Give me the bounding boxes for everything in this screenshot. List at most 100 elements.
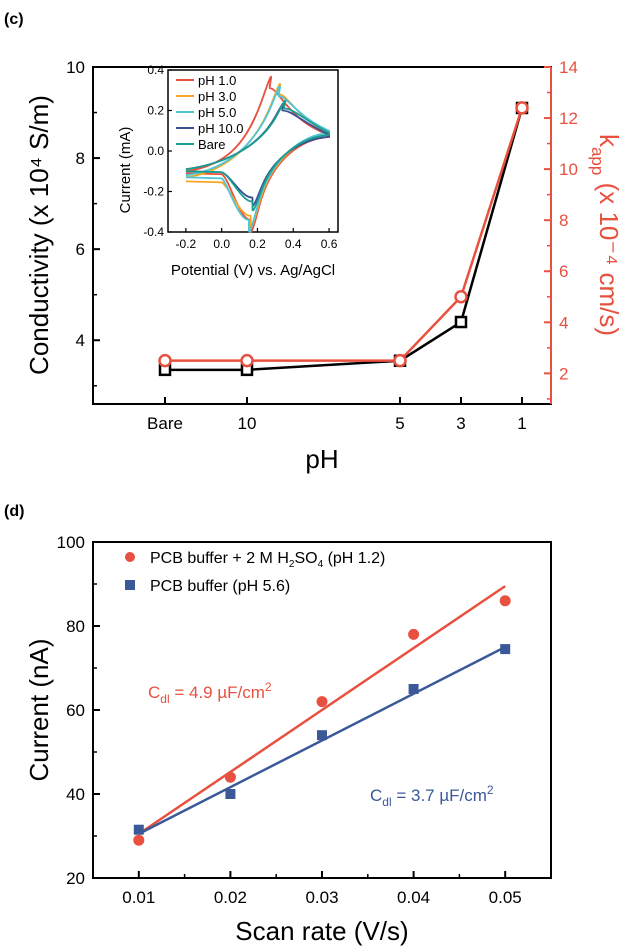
inset-y-tick-label: -0.2: [143, 185, 164, 199]
data-point-circle: [316, 696, 328, 708]
panel-d-y-ticks: 20 40 60 80 100: [57, 533, 100, 888]
fit-line: [138, 645, 506, 836]
right-tick-label: 12: [559, 109, 578, 128]
x-tick-label: 0.03: [305, 888, 338, 907]
inset-cv-plot: -0.2 0.0 0.2 0.4 0.6 -0.4 -0.2 0.0 0.2 0.4 pH 1.0…: [117, 63, 339, 279]
panel-d-plot: 20 40 60 80 100 0.01 0.02 0.03 0.04 0.05 PCB buf…: [24, 533, 552, 946]
y-tick-label: 20: [66, 869, 85, 888]
inset-x-tick-label: -0.2: [176, 237, 197, 251]
inset-y-tick-label: -0.4: [143, 225, 164, 239]
x-tick-label: 0.05: [489, 888, 522, 907]
y-tick-label: 60: [66, 701, 85, 720]
right-tick-label: 14: [559, 58, 578, 77]
y-tick-label: 80: [66, 617, 85, 636]
right-tick-label: 2: [559, 364, 568, 383]
annot-acid-sup: 2: [265, 680, 272, 694]
data-point-square: [225, 789, 236, 799]
inset-curves: [185, 76, 330, 233]
x-tick-label: 5: [395, 414, 404, 433]
x-tick-label: 10: [238, 414, 257, 433]
legend-acid-mid: SO: [294, 550, 317, 567]
data-point-square: [133, 824, 144, 835]
panel-d-y-axis-title: Current (nA): [24, 638, 54, 781]
right-tick-label: 8: [559, 211, 568, 230]
panel-c-x-axis-title: pH: [305, 444, 338, 474]
data-point-square: [408, 684, 419, 694]
panel-c-right-axis-rest: (x 10⁻⁴ cm/s): [594, 175, 624, 336]
kapp-point: [393, 353, 407, 368]
right-tick-label: 6: [559, 262, 568, 281]
annot-pcb-mid: = 3.7 µF/cm: [392, 786, 487, 805]
legend-label-pcb: PCB buffer (pH 5.6): [150, 578, 290, 595]
inset-y-tick-label: 0.4: [147, 63, 164, 77]
panel-d-x-axis-title: Scan rate (V/s): [235, 916, 408, 946]
inset-axes: -0.2 0.0 0.2 0.4 0.6 -0.4 -0.2 0.0 0.2 0.4: [143, 63, 339, 251]
cv-curve: [185, 99, 330, 212]
panel-d-label: (d): [4, 503, 24, 520]
panel-d-legend: PCB buffer + 2 M H2SO4 (pH 1.2) PCB buff…: [125, 550, 385, 595]
inset-y-tick-label: 0.2: [147, 104, 164, 118]
x-tick-label: 1: [517, 414, 526, 433]
annot-pcb-c: C: [370, 786, 382, 805]
inset-x-tick-label: 0.4: [285, 237, 302, 251]
panel-c-right-axis-sub: app: [588, 147, 607, 175]
inset-x-tick-label: 0.0: [213, 237, 230, 251]
panel-d-fit-lines: [138, 585, 506, 836]
inset-legend-label: pH 10.0: [198, 121, 244, 136]
panel-c-right-ticks: 2 4 6 8 10 12 14: [544, 58, 578, 400]
inset-x-tick-label: 0.2: [249, 237, 266, 251]
panel-c-left-axis-title: Conductivity (x 10⁴ S/m): [24, 95, 54, 375]
panel-c-series: [158, 101, 529, 377]
panel-c-plot: 4 6 8 10 2 4 6 8 10 12 14 Bare 10 5 3 1 Conductivity …: [24, 58, 624, 474]
kapp-point: [454, 290, 468, 304]
data-point-circle: [133, 834, 145, 846]
panel-d-points: [133, 595, 511, 846]
annotation-cdl-acid: Cdl = 4.9 µF/cm2: [148, 680, 272, 706]
panel-d-x-ticks: 0.01 0.02 0.03 0.04 0.05: [122, 871, 522, 907]
annotation-cdl-pcb: Cdl = 3.7 µF/cm2: [370, 783, 494, 809]
annot-acid-c: C: [148, 683, 160, 702]
kapp-point: [240, 353, 254, 368]
annot-acid-sub: dl: [160, 692, 169, 706]
inset-y-tick-label: 0.0: [147, 144, 164, 158]
legend-acid-sub2: 4: [318, 559, 324, 570]
inset-y-axis-title: Current (mA): [117, 127, 134, 214]
legend-label-acid: PCB buffer + 2 M H2SO4 (pH 1.2): [150, 550, 385, 570]
fit-line: [138, 585, 506, 835]
legend-marker-acid: [125, 552, 135, 562]
legend-acid-sub1: 2: [289, 559, 295, 570]
panel-c-right-axis-k: k: [594, 134, 624, 148]
legend-marker-pcb: [125, 580, 135, 590]
inset-legend-label: Bare: [198, 137, 225, 152]
x-tick-label: 0.04: [397, 888, 430, 907]
inset-x-tick-label: 0.6: [321, 237, 338, 251]
panel-c-right-axis-title: kapp (x 10⁻⁴ cm/s): [588, 134, 624, 336]
right-tick-label: 4: [559, 313, 568, 332]
left-tick-label: 8: [76, 149, 85, 168]
kapp-point: [515, 101, 529, 115]
left-tick-label: 4: [76, 331, 85, 350]
x-tick-label: 0.02: [214, 888, 247, 907]
left-tick-label: 6: [76, 240, 85, 259]
inset-legend-label: pH 5.0: [198, 105, 236, 120]
left-tick-label: 10: [66, 58, 85, 77]
data-point-circle: [224, 771, 236, 783]
right-tick-label: 10: [559, 160, 578, 179]
legend-acid-post: (pH 1.2): [323, 550, 385, 567]
data-point-square: [500, 644, 511, 655]
panel-c-label: (c): [4, 11, 24, 28]
inset-x-axis-title: Potential (V) vs. Ag/AgCl: [171, 262, 335, 279]
inset-legend-label: pH 1.0: [198, 73, 236, 88]
data-point-circle: [499, 595, 511, 607]
x-tick-label: 0.01: [122, 888, 155, 907]
y-tick-label: 40: [66, 785, 85, 804]
annot-pcb-sup: 2: [487, 783, 494, 797]
panel-c-left-ticks: 4 6 8 10: [66, 58, 100, 387]
data-point-square: [317, 730, 327, 741]
conductivity-point: [454, 315, 468, 329]
x-tick-label: 3: [456, 414, 465, 433]
annot-pcb-sub: dl: [382, 795, 391, 809]
y-tick-label: 100: [57, 533, 85, 552]
